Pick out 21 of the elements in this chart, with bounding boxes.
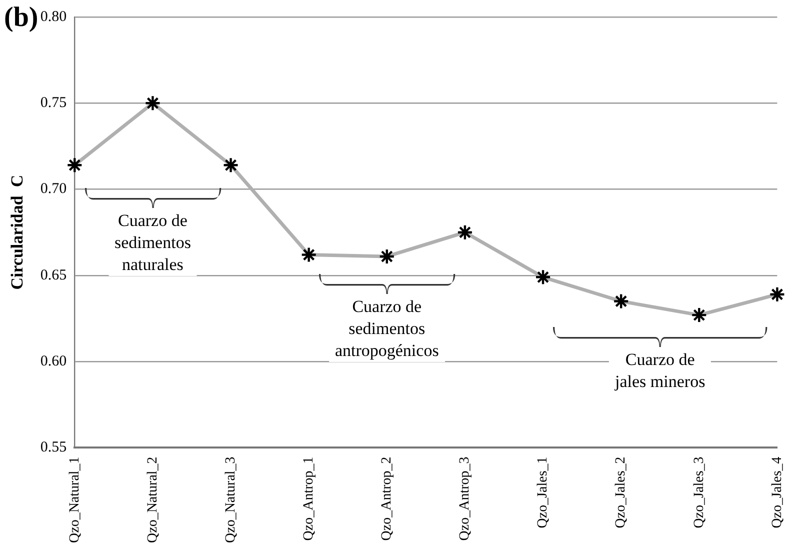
annotation: Cuarzo de sedimentos antropogénicos — [328, 296, 445, 362]
y-tick-label: 0.75 — [40, 95, 67, 112]
x-tick-label: Qzo_Jales_1 — [536, 456, 551, 528]
x-tick-label: Qzo_Natural_2 — [145, 456, 160, 544]
x-tick-label: Qzo_Antrop_3 — [458, 456, 473, 541]
x-tick-label: Qzo_Jales_4 — [770, 456, 785, 528]
y-axis-title: Circularidad C — [8, 174, 27, 290]
x-tick-label: Qzo_Natural_3 — [223, 456, 238, 544]
annotation: Cuarzo de jales mineros — [609, 349, 712, 394]
y-tick-label: 0.65 — [40, 267, 67, 284]
x-tick-label: Qzo_Antrop_1 — [302, 456, 317, 541]
y-tick-label: 0.55 — [40, 440, 67, 456]
x-tick-label: Qzo_Jales_2 — [614, 456, 629, 528]
x-tick-label: Qzo_Natural_1 — [67, 456, 82, 544]
y-tick-label: 0.70 — [40, 181, 67, 198]
x-tick-label: Qzo_Antrop_2 — [380, 456, 395, 541]
chart-title: (b) — [4, 2, 38, 34]
x-tick-label: Qzo_Jales_3 — [692, 456, 707, 528]
y-tick-label: 0.80 — [40, 8, 67, 25]
annotation: Cuarzo de sedimentos naturales — [108, 210, 197, 276]
y-tick-label: 0.60 — [40, 353, 67, 370]
